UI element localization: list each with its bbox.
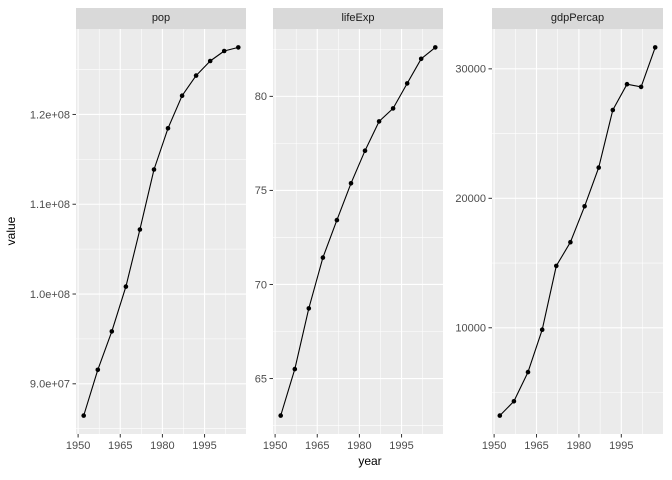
data-point: [638, 84, 644, 90]
y-tick-label: 70: [255, 279, 267, 291]
data-point: [582, 204, 587, 209]
data-point: [539, 327, 545, 333]
data-line-gdpPercap: [499, 47, 656, 416]
data-point: [511, 399, 517, 404]
data-point: [123, 284, 129, 289]
facet-strip-label: pop: [151, 12, 171, 24]
x-tick-label: 1950: [66, 440, 90, 452]
facet-panel-gdpPercap: 1950 1965 1980 1995 10000 20000 30000: [455, 29, 663, 452]
x-tick-label: 1965: [305, 440, 329, 452]
data-point: [165, 126, 171, 131]
data-point: [497, 413, 503, 418]
facet-strip-lifeExp: lifeExp: [273, 8, 443, 29]
x-tick-label: 1980: [567, 440, 591, 452]
facet-strip-label: gdpPercap: [550, 12, 605, 24]
y-tick-label: 20000: [455, 193, 486, 205]
data-point: [95, 367, 101, 373]
data-point: [109, 329, 115, 334]
y-tick-label: 10000: [455, 323, 486, 335]
data-point: [433, 45, 438, 50]
data-point: [596, 165, 601, 170]
data-point: [236, 45, 241, 50]
data-line-pop: [83, 46, 239, 416]
data-point: [320, 255, 326, 260]
y-tick-label: 30000: [455, 64, 486, 76]
data-line-lifeExp: [280, 46, 436, 416]
data-point: [525, 369, 531, 375]
data-point: [221, 48, 227, 54]
data-point: [652, 45, 658, 50]
data-point: [390, 106, 396, 111]
x-tick-label: 1980: [150, 440, 174, 452]
data-point: [193, 73, 199, 78]
facet-strip-gdpPercap: gdpPercap: [492, 8, 663, 29]
x-tick-label: 1965: [108, 440, 132, 452]
data-point: [151, 167, 157, 172]
x-axis-title: year: [358, 454, 382, 468]
data-point: [624, 81, 630, 87]
data-point: [362, 148, 368, 153]
data-point: [348, 181, 354, 186]
facet-panel-pop: 1950 1965 1980 1995 9.0e+07 1.0e+08 1.1e+08 1.2…: [30, 29, 246, 452]
y-tick-label: 1.2e+08: [30, 109, 70, 121]
x-tick-label: 1950: [482, 440, 506, 452]
data-point: [334, 217, 340, 223]
facet-strip-label: lifeExp: [341, 12, 375, 24]
x-tick-label: 1995: [389, 440, 413, 452]
x-tick-label: 1995: [192, 440, 216, 452]
data-point: [137, 227, 143, 232]
y-tick-label: 1.1e+08: [30, 199, 70, 211]
data-point: [610, 107, 616, 113]
data-point: [568, 239, 573, 245]
data-point: [207, 58, 213, 64]
x-tick-label: 1980: [347, 440, 371, 452]
y-tick-label: 80: [255, 91, 267, 103]
y-tick-label: 1.0e+08: [30, 289, 70, 301]
data-point: [554, 263, 559, 269]
data-point: [292, 366, 298, 372]
y-tick-label: 75: [255, 185, 267, 197]
y-tick-label: 65: [255, 373, 267, 385]
data-point: [404, 81, 410, 86]
facet-panel-lifeExp: 1950 1965 1980 1995 65 70 75 80: [255, 29, 443, 452]
facet-strip-pop: pop: [76, 8, 246, 29]
y-tick-label: 9.0e+07: [30, 379, 70, 391]
data-point: [306, 306, 312, 311]
x-tick-label: 1995: [609, 440, 633, 452]
data-point: [418, 56, 424, 62]
y-axis-title: value: [4, 216, 18, 246]
data-point: [278, 413, 284, 418]
data-point: [376, 119, 382, 124]
x-tick-label: 1965: [524, 440, 548, 452]
data-point: [179, 93, 185, 98]
x-tick-label: 1950: [263, 440, 287, 452]
data-point: [81, 413, 86, 418]
